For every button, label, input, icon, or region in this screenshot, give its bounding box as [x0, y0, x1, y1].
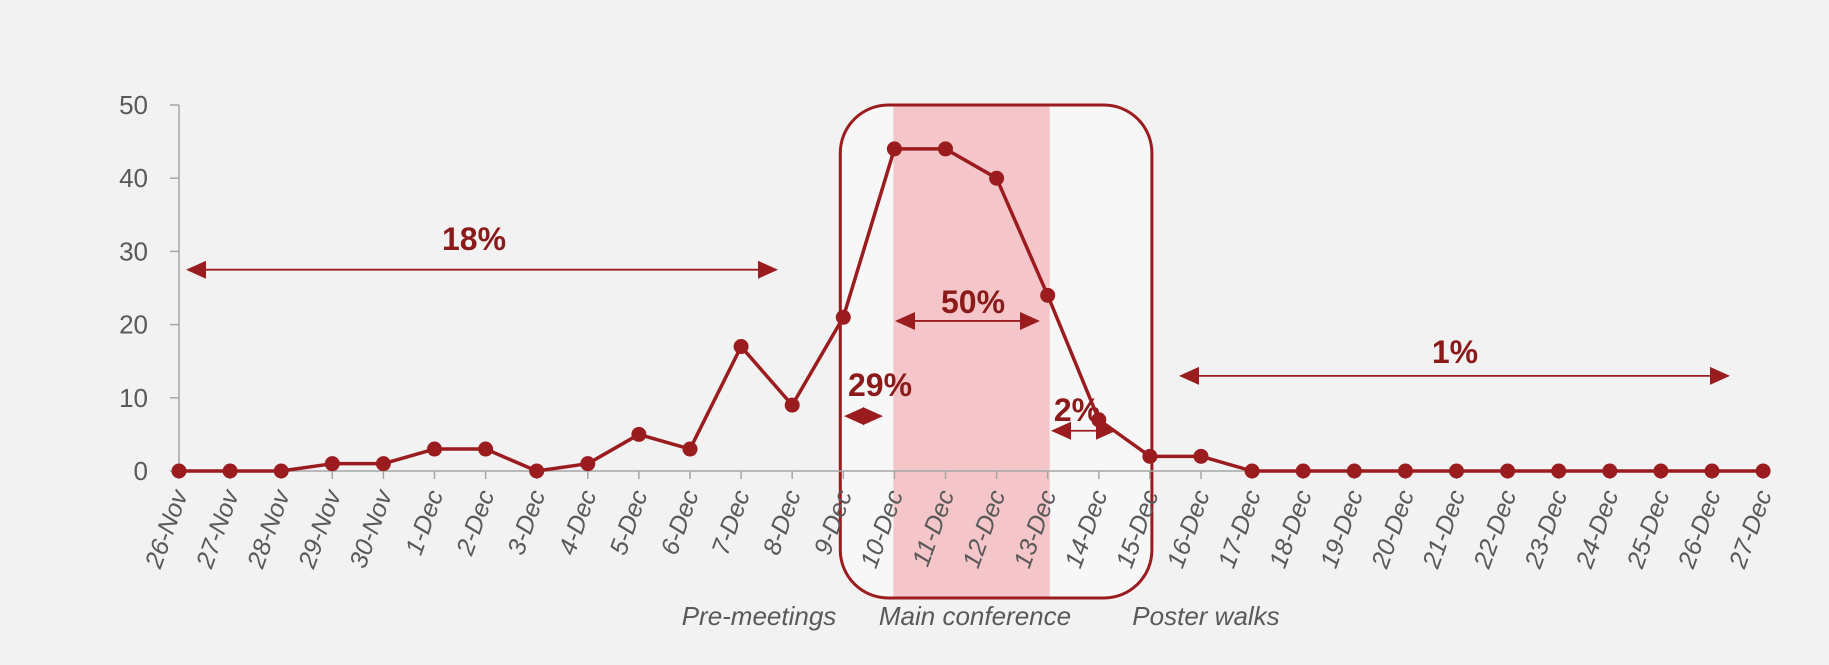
phase-box-group — [838, 103, 1154, 600]
data-point — [1244, 463, 1260, 479]
y-tick-label: 10 — [119, 383, 148, 413]
data-point — [171, 463, 187, 479]
data-point — [478, 441, 494, 457]
data-point — [682, 441, 698, 457]
y-tick-label: 50 — [119, 90, 148, 120]
y-tick-label: 20 — [119, 310, 148, 340]
annotation-arrow-head-left — [895, 311, 915, 330]
data-point — [324, 456, 340, 472]
annotation-arrow-head-left — [1051, 421, 1071, 440]
phase-label: Main conference — [879, 601, 1071, 631]
data-point — [1346, 463, 1362, 479]
annotation-arrow-head-right — [863, 407, 883, 426]
data-point — [1755, 463, 1771, 479]
y-tick-label: 0 — [134, 456, 148, 486]
main-conference-highlight — [893, 105, 1050, 598]
data-point — [1142, 448, 1158, 464]
data-point — [1193, 448, 1209, 464]
data-point — [1397, 463, 1413, 479]
data-point — [375, 456, 391, 472]
series-group — [171, 141, 1771, 479]
phase-box-border — [838, 103, 1154, 600]
data-point — [222, 463, 238, 479]
annotation-arrow-head-right — [1710, 366, 1730, 385]
data-point — [1040, 287, 1056, 303]
annotation-arrow-head-left — [844, 407, 864, 426]
data-point — [989, 170, 1005, 186]
annotation-arrow-head-right — [1020, 311, 1040, 330]
data-point — [1091, 412, 1107, 428]
data-point — [1602, 463, 1618, 479]
phase-label: Pre-meetings — [682, 601, 837, 631]
data-point — [938, 141, 953, 157]
data-point — [529, 463, 545, 479]
data-point — [1500, 463, 1516, 479]
annotation-percent-label: 29% — [848, 367, 912, 403]
annotations-group: 18%29%50%2%1% — [186, 221, 1730, 440]
data-point — [1551, 463, 1567, 479]
y-tick-label: 30 — [119, 236, 148, 266]
data-point — [733, 339, 749, 355]
data-point — [886, 141, 902, 157]
data-point — [1449, 463, 1464, 479]
annotation-arrow-head-right — [758, 260, 778, 279]
data-point — [784, 397, 800, 413]
annotation-percent-label: 50% — [941, 284, 1005, 320]
data-point — [1704, 463, 1720, 479]
data-point — [1295, 463, 1311, 479]
annotation-arrow-head-left — [186, 260, 206, 279]
annotation-percent-label: 1% — [1432, 334, 1478, 370]
data-point — [580, 456, 596, 472]
data-point — [631, 426, 647, 442]
series-line — [179, 147, 1764, 473]
annotation-arrow-head-left — [1179, 366, 1199, 385]
data-point — [273, 463, 289, 479]
y-tick-label: 40 — [119, 163, 148, 193]
phase-label: Poster walks — [1132, 601, 1279, 631]
data-point — [835, 309, 851, 325]
data-point — [1653, 463, 1669, 479]
data-point — [427, 441, 442, 457]
annotation-percent-label: 18% — [442, 221, 506, 257]
